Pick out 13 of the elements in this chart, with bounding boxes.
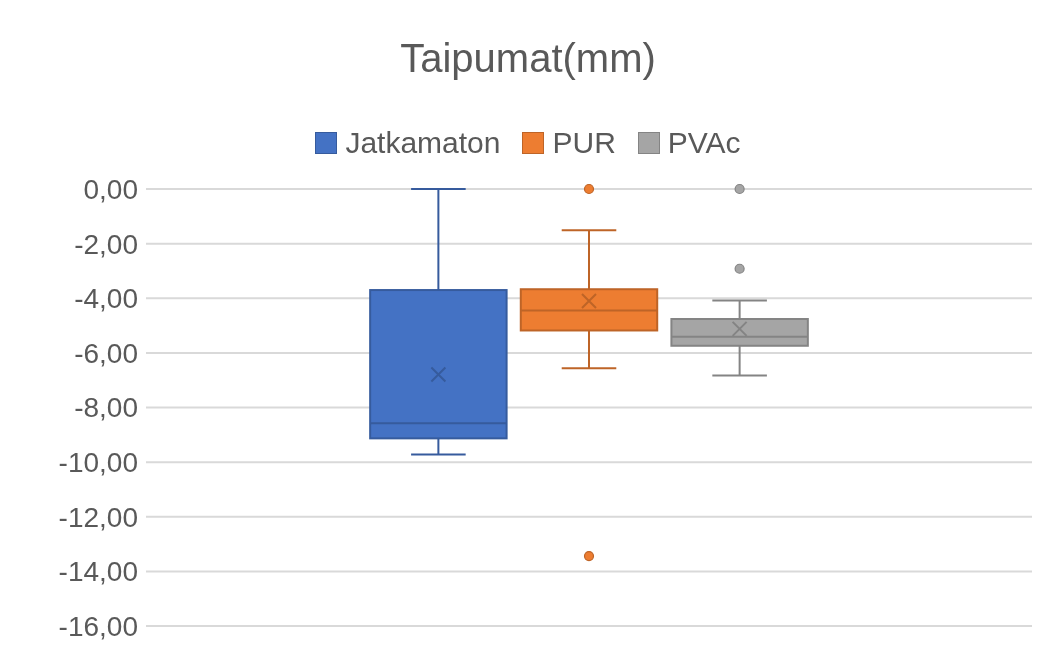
y-tick-label: -6,00 [74, 337, 138, 369]
legend-label: PUR [552, 126, 616, 160]
y-tick-label: -14,00 [58, 556, 138, 588]
legend-label: PVAc [667, 126, 741, 160]
y-tick-label: -4,00 [74, 283, 138, 315]
y-tick-label: -16,00 [58, 610, 138, 642]
y-tick-label: 0,00 [83, 173, 138, 205]
y-tick-label: -12,00 [58, 501, 138, 533]
legend-label: Jatkamaton [345, 126, 501, 160]
chart-title: Taipumat(mm) [399, 36, 657, 81]
y-tick-label: -2,00 [74, 228, 138, 260]
y-tick-label: -8,00 [74, 392, 138, 424]
y-tick-label: -10,00 [58, 447, 138, 479]
